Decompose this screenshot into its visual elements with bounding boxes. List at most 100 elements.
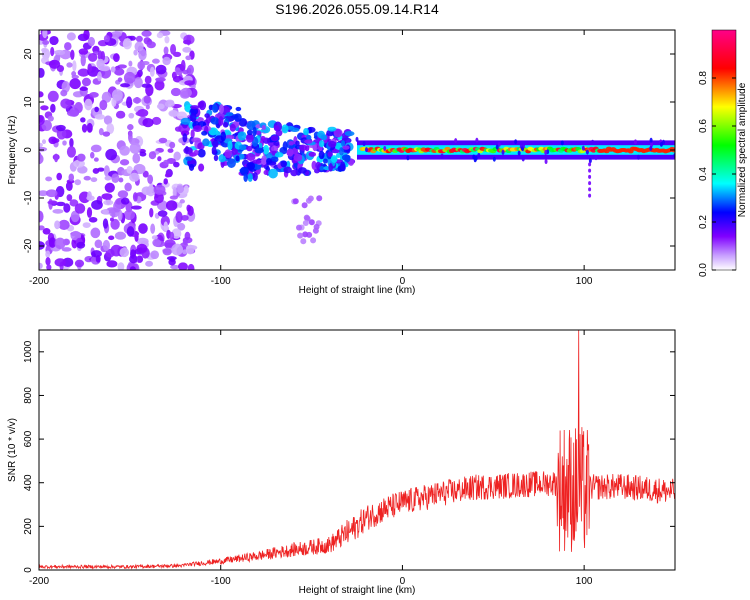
spectrogram-cell [41, 139, 47, 145]
spectrogram-cell [261, 125, 266, 130]
spectrogram-cell [302, 219, 309, 226]
spectrogram-cell [187, 160, 197, 165]
spectrogram-cell [77, 165, 88, 174]
spectrogram-cell [273, 125, 280, 132]
spectrogram-cell [282, 141, 288, 151]
spectrogram-cell [176, 185, 185, 194]
spectrogram-cell [344, 130, 355, 137]
spectrogram-cell [103, 115, 113, 125]
spectrogram-cell [39, 91, 44, 98]
spectrogram-cell [84, 98, 93, 111]
spectrogram-cell [588, 181, 592, 186]
spectrogram-cell [229, 123, 236, 132]
x-tick-label: -100 [211, 276, 231, 287]
spectrogram-cell [39, 210, 44, 223]
spectrogram-cell [286, 148, 294, 157]
spectrogram-cell [177, 222, 186, 231]
spectrogram-cell [191, 137, 202, 143]
spectrogram-cell [322, 158, 328, 164]
spectrogram-cell [157, 156, 162, 162]
snr-x-label: Height of straight line (km) [299, 585, 416, 596]
spectrogram-cell [81, 123, 88, 133]
spectrogram-cell [173, 151, 181, 161]
spectrogram-cell [280, 160, 288, 168]
spectrogram-cell [146, 41, 156, 49]
spectrogram-cell [148, 151, 157, 160]
spectrogram-cell [47, 90, 59, 102]
spectrogram-cell [41, 47, 48, 53]
spectrogram-cell [588, 158, 592, 164]
spectrogram-cell [102, 131, 111, 137]
spectrogram-cell [170, 264, 180, 270]
spectrogram-cell [88, 216, 98, 223]
spectrogram-cell [588, 174, 592, 179]
spectrogram-cell [115, 110, 126, 119]
spectrogram-cell [142, 117, 154, 128]
spectrogram-cell [136, 243, 148, 253]
spectrogram-cell [70, 210, 80, 223]
spectrogram-cell [135, 111, 145, 117]
spectrogram-cell [406, 155, 410, 161]
spectrogram-cell [588, 193, 592, 198]
spectrogram-cell [74, 102, 83, 114]
spectrogram-x-ticks: -200 -100 0 100 [29, 30, 593, 287]
spectrogram-cell [383, 146, 387, 152]
spectrogram-cell [339, 147, 344, 156]
spectrogram-cell [110, 31, 122, 38]
spectrogram-cell [210, 117, 220, 125]
spectrogram-cell [48, 237, 57, 248]
spectrogram-cell [42, 30, 48, 39]
spectrogram-cell [87, 52, 98, 62]
spectrogram-cell [560, 140, 564, 146]
spectrogram-cell [117, 77, 123, 83]
spectrogram-cell [168, 109, 179, 117]
spectrogram-cell [218, 104, 224, 115]
spectrogram-cell [474, 155, 478, 161]
spectrogram-cell [185, 244, 195, 255]
spectrogram-cell [355, 136, 359, 142]
spectrogram-cell [182, 46, 192, 53]
spectrogram-cell [318, 140, 325, 148]
spectrogram-cell [129, 172, 140, 182]
spectrogram-cell [315, 161, 321, 170]
spectrogram-cell [151, 58, 160, 64]
spectrogram-cell [90, 144, 102, 153]
spectrogram-cell [62, 140, 67, 146]
spectrogram-cell [156, 103, 165, 110]
spectrogram-cell [153, 184, 166, 195]
spectrogram-cell [60, 89, 68, 97]
spectrogram-cell [51, 138, 60, 143]
spectrogram-cell [198, 163, 205, 172]
spectrogram-cell [66, 32, 76, 41]
spectrogram-cell [55, 201, 66, 207]
colorbar-tick-label: 0.4 [698, 167, 709, 181]
spectrogram-cell [66, 109, 79, 117]
spectrogram-cell [119, 159, 130, 166]
spectrogram-cell [227, 140, 233, 151]
spectrogram-cell [649, 137, 653, 143]
spectrogram-cell [226, 158, 236, 168]
spectrogram-cell [303, 127, 309, 136]
spectrogram-cell [98, 128, 104, 136]
spectrogram-cell [149, 181, 154, 194]
spectrogram-cell [103, 34, 110, 43]
spectrogram-cell [175, 69, 183, 76]
spectrogram-cell [164, 36, 170, 44]
spectrogram-cell [311, 160, 317, 170]
spectrogram-cell [318, 150, 325, 160]
spectrogram-cell [74, 259, 85, 268]
spectrogram-cell [104, 175, 112, 181]
spectrogram-cell [235, 106, 242, 112]
spectrogram-cell [145, 104, 150, 110]
spectrogram-cell [581, 145, 585, 151]
spectrogram-cell [475, 137, 479, 143]
spectrogram-cell [268, 168, 278, 179]
spectrogram-cell [163, 221, 168, 232]
colorbar-label: Normalized spectral amplitude [737, 82, 748, 217]
spectrogram-cell [76, 153, 86, 162]
spectrogram-cell [243, 173, 248, 182]
spectrogram-cell [49, 35, 59, 46]
spectrogram-cell [301, 202, 308, 209]
spectrogram-cell [45, 250, 51, 258]
spectrogram-cell [106, 123, 115, 135]
